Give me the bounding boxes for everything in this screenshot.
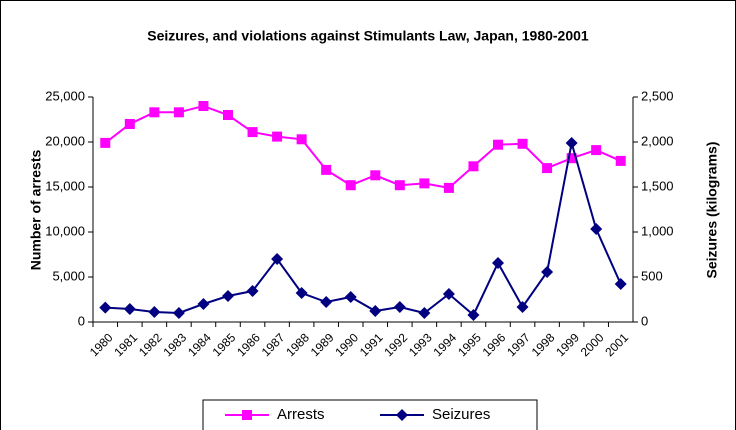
point-marker <box>418 307 431 319</box>
point-marker <box>516 300 529 313</box>
y-tick-label: 25,000 <box>45 88 85 103</box>
point-marker <box>222 289 234 302</box>
point-marker <box>295 287 308 300</box>
point-marker <box>468 161 479 172</box>
point-marker <box>296 134 307 145</box>
point-marker <box>271 253 284 265</box>
point-marker <box>394 180 405 191</box>
point-marker <box>370 170 381 181</box>
y2-tick-label: 2,000 <box>641 133 674 148</box>
y2-tick-label: 2,500 <box>641 88 674 103</box>
point-marker <box>247 127 258 138</box>
point-marker <box>345 180 356 191</box>
point-marker <box>467 308 480 321</box>
point-marker <box>198 101 209 111</box>
point-marker <box>172 307 185 319</box>
point-marker <box>320 296 333 309</box>
y2-tick-label: 0 <box>641 313 648 328</box>
point-marker <box>492 256 504 269</box>
point-marker <box>517 138 528 149</box>
y-tick-label: 20,000 <box>45 133 85 148</box>
y-tick-label: 0 <box>78 313 85 328</box>
point-marker <box>272 131 283 142</box>
point-marker <box>344 290 357 303</box>
point-marker <box>246 285 259 298</box>
point-marker <box>321 164 332 175</box>
point-marker <box>173 107 184 118</box>
point-marker <box>541 265 554 278</box>
y-tick-label: 5,000 <box>52 268 85 283</box>
point-marker <box>149 107 160 118</box>
point-marker <box>419 178 430 189</box>
point-marker <box>393 300 406 313</box>
legend-label: Arrests <box>277 406 325 423</box>
legend-marker <box>242 410 252 420</box>
y2-tick-label: 500 <box>641 268 663 283</box>
point-marker <box>223 110 233 120</box>
legend-marker <box>396 409 408 421</box>
point-marker <box>369 305 382 318</box>
point-marker <box>100 137 111 148</box>
point-marker <box>542 163 553 174</box>
y2-tick-label: 1,500 <box>641 178 674 193</box>
point-marker <box>148 306 161 319</box>
point-marker <box>493 139 503 150</box>
point-marker <box>197 298 210 310</box>
point-marker <box>591 145 602 156</box>
point-marker <box>566 153 577 164</box>
y2-axis-label: Seizures (kilograms) <box>704 142 720 279</box>
point-marker <box>442 288 455 301</box>
point-marker <box>124 119 135 129</box>
legend-label: Seizures <box>432 406 490 423</box>
series-line <box>104 104 622 189</box>
y-tick-label: 10,000 <box>45 223 85 238</box>
chart-title: Seizures, and violations against Stimula… <box>147 28 589 44</box>
point-marker <box>99 301 112 314</box>
y-axis-label: Number of arrests <box>28 149 44 270</box>
series-line <box>105 142 622 317</box>
point-marker <box>123 303 136 316</box>
point-marker <box>614 278 627 291</box>
point-marker <box>443 182 454 193</box>
point-marker <box>565 136 578 149</box>
point-marker <box>590 223 603 236</box>
y2-tick-label: 1,000 <box>641 223 674 238</box>
y-tick-label: 15,000 <box>45 178 85 193</box>
point-marker <box>615 155 626 166</box>
